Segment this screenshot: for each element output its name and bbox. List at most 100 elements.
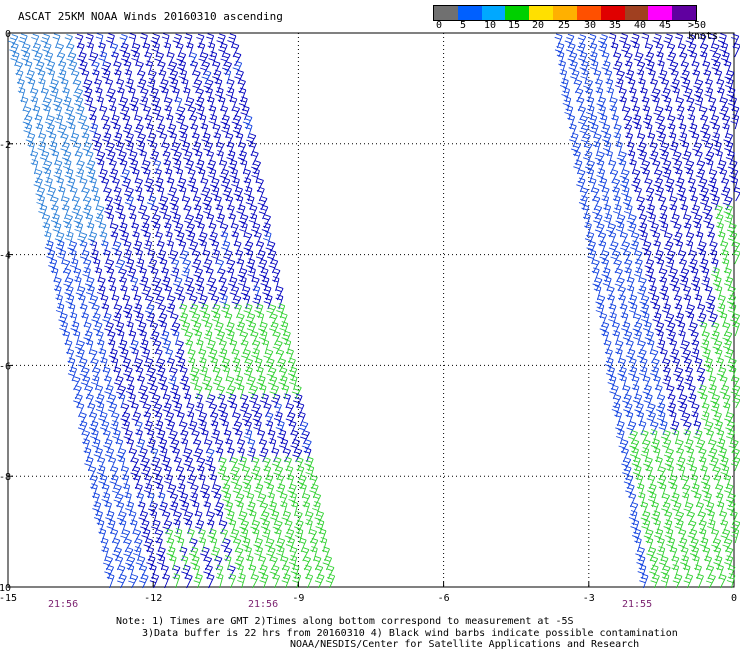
wind-barb bbox=[258, 438, 268, 454]
wind-barb bbox=[136, 141, 146, 157]
wind-barb bbox=[150, 394, 161, 409]
wind-barb bbox=[248, 141, 257, 157]
wind-barb bbox=[245, 195, 255, 211]
wind-barb bbox=[73, 213, 84, 229]
wind-barb bbox=[60, 141, 70, 157]
wind-barb bbox=[112, 546, 122, 562]
wind-barb bbox=[601, 267, 611, 283]
colorbar-label: 5 bbox=[460, 20, 467, 31]
wind-barb bbox=[124, 491, 132, 508]
wind-barb bbox=[154, 348, 163, 364]
wind-barb bbox=[275, 537, 286, 553]
wind-barb bbox=[236, 501, 244, 517]
wind-barb bbox=[146, 429, 155, 445]
wind-barb bbox=[678, 528, 687, 544]
wind-barb bbox=[686, 42, 697, 58]
wind-barb bbox=[707, 177, 717, 193]
wind-barb bbox=[704, 501, 715, 517]
wind-barb bbox=[257, 258, 268, 274]
wind-barb bbox=[121, 474, 130, 490]
wind-barb bbox=[147, 501, 158, 517]
wind-barb bbox=[223, 547, 233, 562]
wind-barb bbox=[653, 177, 664, 193]
wind-barb bbox=[207, 168, 217, 184]
wind-barb bbox=[180, 429, 189, 445]
wind-barb bbox=[700, 411, 710, 427]
wind-barb bbox=[143, 240, 153, 256]
wind-barb bbox=[23, 123, 33, 139]
wind-barb bbox=[221, 123, 231, 139]
wind-barb bbox=[113, 69, 122, 85]
wind-barb bbox=[572, 150, 581, 166]
wind-barb bbox=[725, 420, 735, 436]
wind-barb bbox=[146, 555, 156, 571]
wind-barb bbox=[260, 519, 271, 535]
wind-barb bbox=[647, 213, 656, 229]
wind-barb bbox=[44, 177, 53, 193]
wind-barb bbox=[150, 447, 159, 463]
wind-barb bbox=[650, 421, 659, 436]
wind-barb bbox=[111, 484, 122, 499]
wind-barb bbox=[234, 555, 245, 571]
wind-barb bbox=[237, 510, 248, 526]
wind-barb bbox=[576, 177, 586, 193]
wind-barb bbox=[584, 222, 592, 238]
wind-barb bbox=[32, 105, 41, 121]
wind-barb bbox=[143, 537, 154, 553]
wind-barb bbox=[79, 177, 88, 193]
wind-barb bbox=[621, 321, 631, 337]
wind-barb bbox=[41, 97, 52, 112]
wind-barb bbox=[218, 42, 228, 58]
wind-barb bbox=[216, 150, 224, 166]
wind-barb bbox=[618, 87, 627, 103]
wind-barb bbox=[18, 33, 28, 49]
colorbar-label: 20 bbox=[532, 20, 545, 31]
wind-barb bbox=[220, 223, 229, 238]
wind-barb bbox=[117, 573, 127, 589]
wind-barb bbox=[71, 70, 80, 85]
wind-barb bbox=[60, 78, 69, 94]
colorbar-label: 25 bbox=[558, 20, 571, 31]
wind-barb bbox=[697, 303, 706, 319]
wind-barb bbox=[96, 465, 106, 481]
wind-barb bbox=[705, 295, 716, 310]
wind-barb bbox=[230, 222, 239, 238]
wind-barb bbox=[656, 123, 666, 139]
wind-barb bbox=[102, 556, 113, 571]
wind-barb bbox=[110, 420, 119, 436]
wind-barb bbox=[144, 114, 153, 130]
wind-barb bbox=[254, 357, 263, 373]
colorbar-label: 45 bbox=[659, 20, 672, 31]
wind-barb bbox=[197, 42, 206, 58]
wind-barb bbox=[208, 231, 218, 247]
lat-tick-label: -2 bbox=[0, 140, 11, 151]
wind-barb bbox=[285, 411, 296, 427]
wind-barb bbox=[707, 510, 715, 526]
wind-barb bbox=[162, 150, 171, 166]
wind-barb bbox=[302, 501, 311, 517]
wind-barb bbox=[86, 222, 95, 238]
wind-barb bbox=[652, 303, 661, 319]
wind-barb bbox=[617, 357, 627, 373]
wind-barb bbox=[150, 214, 161, 229]
wind-barb bbox=[275, 285, 284, 301]
wind-barb bbox=[197, 231, 208, 247]
wind-barb bbox=[661, 493, 670, 508]
wind-barb bbox=[245, 375, 256, 391]
wind-barb bbox=[52, 33, 61, 49]
wind-barb bbox=[651, 510, 661, 526]
wind-barb bbox=[215, 259, 224, 274]
wind-barb bbox=[720, 519, 729, 535]
wind-barb bbox=[650, 349, 659, 364]
wind-barb bbox=[116, 448, 127, 463]
wind-barb bbox=[682, 150, 692, 166]
wind-barb bbox=[61, 150, 72, 166]
wind-barb bbox=[671, 151, 682, 166]
wind-barb bbox=[98, 348, 107, 364]
wind-barb bbox=[62, 214, 73, 229]
wind-barb bbox=[609, 97, 618, 112]
wind-barb bbox=[95, 402, 105, 418]
wind-barb bbox=[682, 484, 691, 499]
wind-barb bbox=[597, 34, 608, 49]
wind-barb bbox=[580, 69, 589, 85]
